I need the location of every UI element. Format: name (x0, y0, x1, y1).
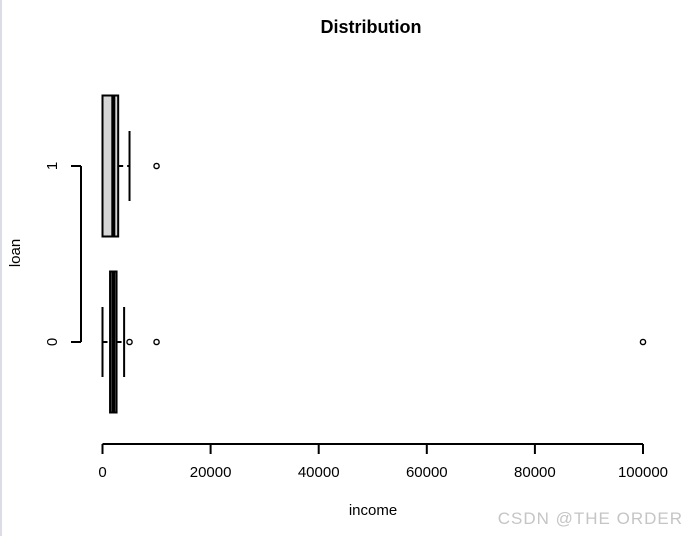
chart-title: Distribution (321, 17, 422, 37)
outlier-point (126, 338, 133, 346)
y-axis-label: loan (7, 239, 24, 267)
x-tick-label: 20000 (190, 464, 232, 481)
y-tick-label-0: 0 (44, 338, 61, 346)
watermark: CSDN @THE ORDER (498, 509, 683, 528)
box (101, 94, 120, 238)
x-axis-label: income (349, 502, 397, 519)
x-tick-label: 60000 (406, 464, 448, 481)
outlier-point (639, 338, 647, 346)
x-tick-label: 80000 (514, 464, 556, 481)
plot-elements: 0 20000 40000 60000 80000 100000 (71, 94, 668, 481)
y-tick-label-1: 1 (44, 162, 61, 170)
x-tick-label: 40000 (298, 464, 340, 481)
x-tick-label: 0 (98, 464, 106, 481)
page-edge-line (0, 0, 2, 536)
outlier-point (153, 338, 160, 346)
x-tick-label: 100000 (618, 464, 668, 481)
outlier-point (153, 162, 160, 170)
